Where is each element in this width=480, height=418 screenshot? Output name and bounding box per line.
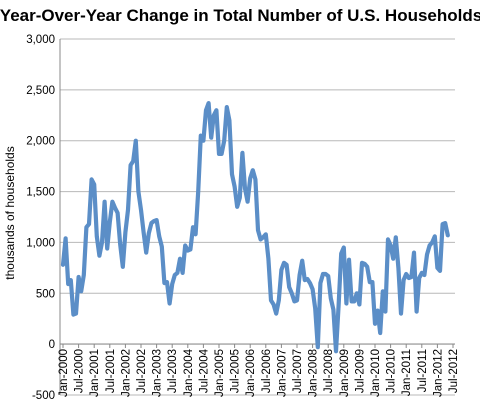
y-tick-label: 3,000 — [26, 34, 55, 46]
x-tick-label: Jan-2003 — [152, 349, 164, 397]
x-tick-label: Jul-2010 — [386, 349, 398, 393]
series-line — [60, 101, 450, 354]
x-tick-label: Jul-2004 — [198, 348, 210, 393]
x-tick-labels: Jan-2000 Jul-2000 Jan-2001 Jul-2001 Jan-2002… — [58, 348, 460, 397]
x-tick-label: Jul-2003 — [167, 349, 179, 393]
x-tick-label: Jan-2010 — [370, 349, 382, 397]
x-tick-label: Jan-2012 — [432, 349, 444, 397]
x-tick-label: Jul-2000 — [74, 349, 86, 393]
x-tick-label: Jan-2007 — [276, 349, 288, 397]
x-tick-label: Jul-2001 — [105, 349, 117, 393]
x-tick-label: Jul-2007 — [292, 349, 304, 393]
x-tick-label: Jan-2001 — [89, 349, 101, 397]
x-tick-label: Jul-2002 — [136, 349, 148, 393]
x-tick-label: Jan-2009 — [339, 349, 351, 397]
y-axis-title: thousands of households — [3, 146, 17, 279]
y-tick-label: 1,000 — [26, 237, 55, 249]
x-tick-label: Jul-2008 — [323, 349, 335, 393]
x-tick-label: Jan-2002 — [120, 349, 132, 397]
x-tick-label: Jan-2000 — [58, 349, 70, 397]
x-tick-label: Jul-2009 — [354, 349, 366, 393]
y-tick-label: 2,500 — [26, 85, 55, 97]
x-tick-label: Jul-2012 — [448, 349, 460, 393]
chart-title: Year-Over-Year Change in Total Number of… — [0, 6, 480, 25]
axes — [59, 39, 455, 395]
y-tick-label: -500 — [32, 390, 55, 402]
x-tick-label: Jan-2006 — [245, 349, 257, 397]
y-tick-label: 2,000 — [26, 136, 55, 148]
x-tick-label: Jan-2011 — [401, 349, 413, 396]
y-tick-label: 0 — [49, 339, 55, 351]
x-tick-label: Jan-2005 — [214, 349, 226, 397]
x-tick-label: Jul-2006 — [261, 349, 273, 393]
y-tick-label: 1,500 — [26, 187, 55, 199]
x-tick-label: Jan-2004 — [183, 348, 195, 397]
x-tick-label: Jan-2008 — [308, 349, 320, 397]
y-tick-label: 500 — [36, 288, 55, 300]
x-tick-label: Jul-2011 — [417, 349, 429, 392]
x-tick-label: Jul-2005 — [230, 349, 242, 393]
y-tick-labels: -500 0 500 1,000 1,500 2,000 2,500 3,000 — [26, 34, 55, 402]
